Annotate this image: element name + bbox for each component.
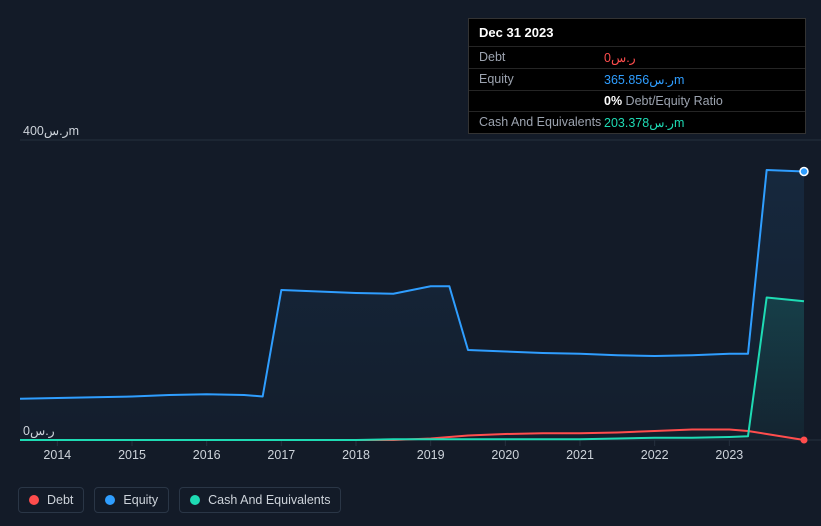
legend-item-cash[interactable]: Cash And Equivalents	[179, 487, 341, 513]
tooltip-ratio-spacer	[479, 94, 604, 108]
x-axis-label: 2023	[715, 448, 743, 462]
x-axis-label: 2015	[118, 448, 146, 462]
tooltip-equity-value: 365.856ر.سm	[604, 72, 684, 87]
tooltip-equity-label: Equity	[479, 72, 604, 87]
tooltip-ratio-label: Debt/Equity Ratio	[622, 94, 723, 108]
tooltip-ratio-pct: 0%	[604, 94, 622, 108]
x-axis-label: 2019	[417, 448, 445, 462]
legend-label-cash: Cash And Equivalents	[208, 493, 330, 507]
legend-item-equity[interactable]: Equity	[94, 487, 169, 513]
x-axis-label: 2016	[193, 448, 221, 462]
legend-label-equity: Equity	[123, 493, 158, 507]
tooltip-cash-label: Cash And Equivalents	[479, 115, 604, 130]
x-axis-label: 2014	[43, 448, 71, 462]
chart-tooltip: Dec 31 2023 Debt 0ر.س Equity 365.856ر.سm…	[468, 18, 806, 134]
legend-dot-cash	[190, 495, 200, 505]
tooltip-ratio-value: 0% Debt/Equity Ratio	[604, 94, 723, 108]
x-axis-label: 2018	[342, 448, 370, 462]
y-axis-label-zero: 0ر.س	[23, 423, 55, 438]
legend-item-debt[interactable]: Debt	[18, 487, 84, 513]
tooltip-row-cash: Cash And Equivalents 203.378ر.سm	[469, 111, 805, 133]
tooltip-date: Dec 31 2023	[469, 19, 805, 46]
x-axis-label: 2017	[267, 448, 295, 462]
tooltip-row-ratio: 0% Debt/Equity Ratio	[469, 90, 805, 111]
tooltip-debt-label: Debt	[479, 50, 604, 65]
tooltip-debt-value: 0ر.س	[604, 50, 636, 65]
tooltip-cash-value: 203.378ر.سm	[604, 115, 684, 130]
legend-label-debt: Debt	[47, 493, 73, 507]
x-axis-label: 2021	[566, 448, 594, 462]
tooltip-row-debt: Debt 0ر.س	[469, 46, 805, 68]
x-axis-label: 2022	[641, 448, 669, 462]
y-axis-label-max: 400ر.سm	[23, 123, 79, 138]
tooltip-row-equity: Equity 365.856ر.سm	[469, 68, 805, 90]
chart-legend: Debt Equity Cash And Equivalents	[18, 487, 341, 513]
legend-dot-debt	[29, 495, 39, 505]
legend-dot-equity	[105, 495, 115, 505]
x-axis-label: 2020	[491, 448, 519, 462]
